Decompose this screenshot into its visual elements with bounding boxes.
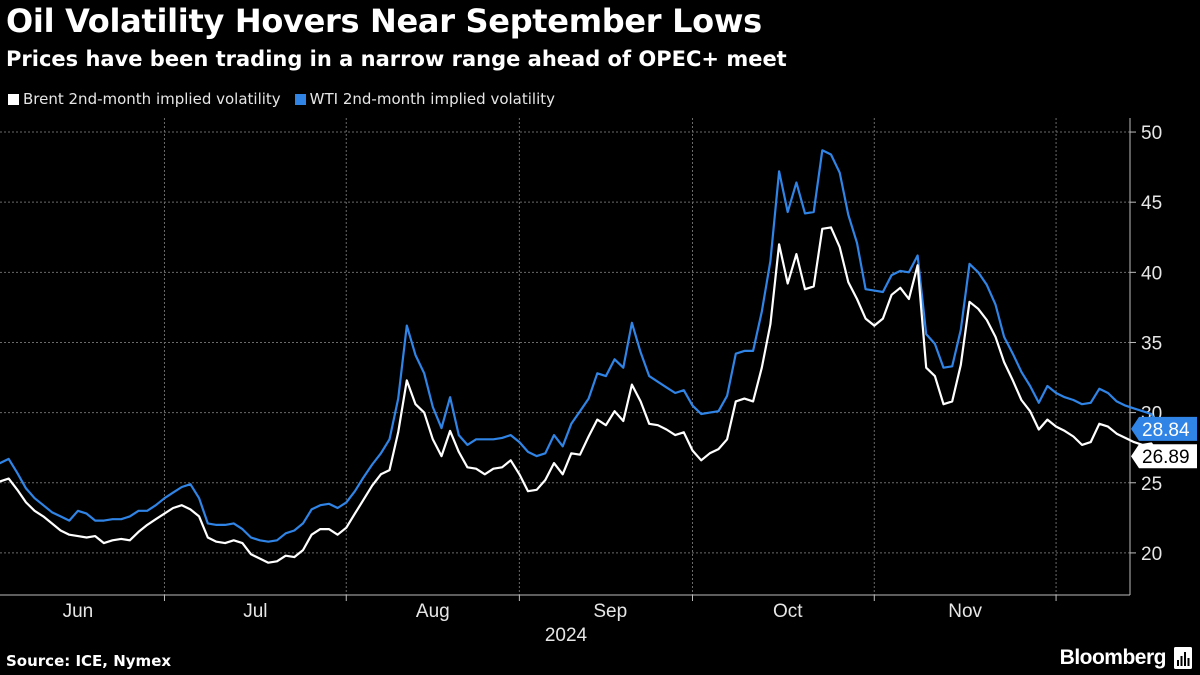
x-tick-label: Sep [593, 601, 627, 622]
source-note: Source: ICE, Nymex [6, 652, 172, 670]
brand: Bloomberg [1060, 646, 1192, 670]
legend-item-wti: WTI 2nd-month implied volatility [294, 90, 556, 108]
last-value-wti-text: 28.84 [1142, 420, 1190, 441]
legend: Brent 2nd-month implied volatility WTI 2… [8, 90, 555, 108]
series-line-wti [0, 149, 1162, 543]
y-tick-label: 50 [1141, 123, 1162, 144]
legend-swatch-brent [8, 93, 19, 105]
chart-subtitle: Prices have been trading in a narrow ran… [6, 47, 787, 71]
x-tick-label: Nov [948, 601, 982, 622]
last-value-brent: 26.89 [1131, 444, 1197, 469]
chart-title: Oil Volatility Hovers Near September Low… [6, 2, 762, 40]
bloomberg-terminal-icon [1174, 647, 1192, 669]
last-value-wti-box [1131, 416, 1197, 441]
last-value-brent-text: 26.89 [1142, 447, 1190, 468]
y-tick-label: 25 [1141, 474, 1162, 495]
x-tick-label: Oct [773, 601, 803, 622]
x-tick-label: Aug [416, 601, 450, 622]
legend-label-brent: Brent 2nd-month implied volatility [23, 90, 281, 108]
series-line-brent [0, 226, 1162, 564]
last-value-brent-box [1131, 444, 1197, 469]
legend-item-brent: Brent 2nd-month implied volatility [8, 90, 281, 108]
legend-label-wti: WTI 2nd-month implied volatility [309, 90, 556, 108]
legend-swatch-wti [294, 93, 306, 105]
x-axis-year-label: 2024 [545, 625, 588, 646]
y-tick-label: 20 [1141, 544, 1162, 565]
y-tick-label: 40 [1141, 263, 1162, 284]
y-tick-label: 35 [1141, 333, 1162, 354]
x-tick-label: Jun [63, 601, 94, 622]
last-value-wti: 28.84 [1131, 416, 1197, 441]
x-tick-label: Jul [243, 601, 267, 622]
brand-wordmark: Bloomberg [1059, 646, 1167, 669]
y-tick-label: 45 [1141, 193, 1162, 214]
